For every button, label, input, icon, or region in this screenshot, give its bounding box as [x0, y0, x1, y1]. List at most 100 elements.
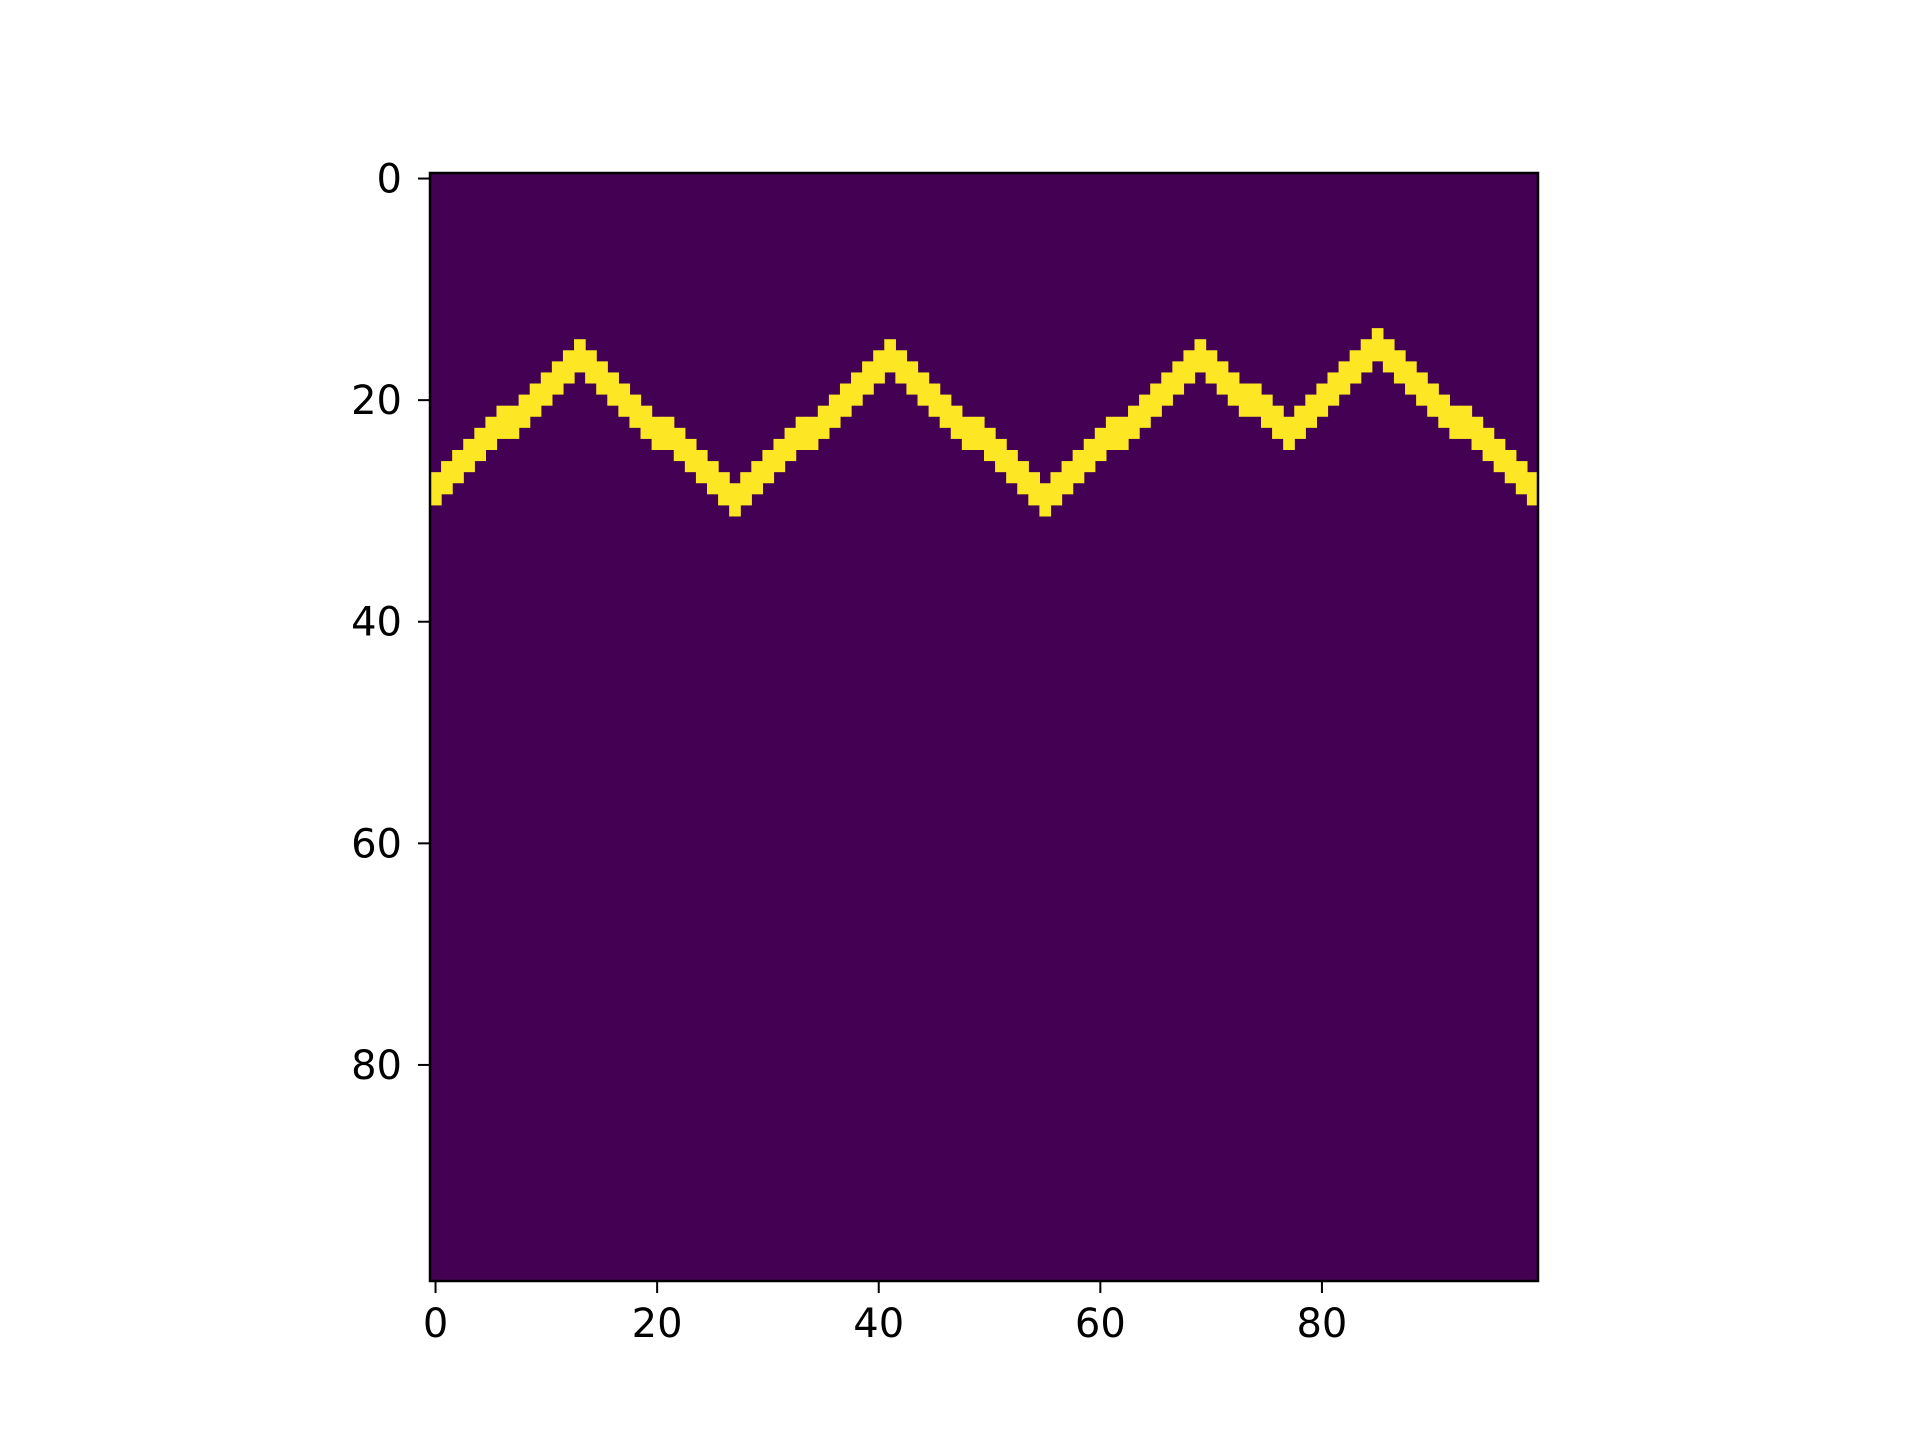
heatmap-cell-col-59	[1083, 438, 1096, 473]
heatmap-cell-col-8	[518, 394, 531, 428]
heatmap-cell-col-66	[1161, 372, 1173, 406]
heatmap-cell-col-1	[441, 461, 453, 495]
heatmap-cell-col-21	[662, 416, 675, 450]
heatmap-cell-col-4	[474, 427, 486, 462]
heatmap-cell-col-75	[1261, 394, 1273, 428]
heatmap-cell-col-23	[684, 438, 697, 473]
heatmap-cell-col-52	[1006, 450, 1018, 484]
heatmap-cell-col-65	[1150, 383, 1162, 417]
heatmap-cell-col-83	[1349, 350, 1362, 384]
heatmap-cell-col-5	[485, 416, 498, 450]
heatmap-cell-col-79	[1305, 394, 1317, 428]
heatmap-cell-col-45	[928, 383, 941, 417]
x-axis: 0 20 40 60 80	[423, 1281, 1347, 1347]
heatmap-cell-col-22	[673, 427, 686, 462]
heatmap-cell-col-47	[950, 405, 963, 439]
heatmap-cell-col-69	[1194, 339, 1207, 373]
heatmap-cell-col-95	[1482, 427, 1495, 462]
heatmap-cell-col-37	[839, 383, 852, 417]
heatmap-cell-col-76	[1272, 405, 1284, 439]
heatmap-cell-col-60	[1094, 427, 1107, 462]
heatmap-cell-col-16	[607, 372, 619, 406]
heatmap-cell-col-13	[574, 339, 586, 373]
heatmap-cell-col-57	[1061, 461, 1074, 495]
heatmap-cell-col-31	[773, 438, 786, 473]
heatmap-cell-col-97	[1504, 450, 1517, 484]
heatmap-cell-col-62	[1116, 416, 1129, 450]
heatmap-cell-col-61	[1105, 416, 1118, 450]
heatmap-cell-col-42	[895, 350, 908, 384]
heatmap-cell-col-94	[1471, 416, 1484, 450]
heatmap-cell-col-19	[640, 405, 653, 439]
heatmap-cell-col-56	[1050, 472, 1063, 506]
heatmap-cell-col-28	[740, 472, 752, 506]
heatmap-cell-col-87	[1393, 350, 1406, 384]
heatmap-cell-col-99	[1526, 472, 1539, 506]
axes-frame	[428, 171, 1540, 1283]
heatmap-cell-col-17	[618, 383, 631, 417]
heatmap-cell-col-77	[1283, 416, 1295, 450]
heatmap-cell-col-51	[995, 438, 1007, 473]
heatmap-cell-col-33	[795, 416, 808, 450]
heatmap-cell-col-88	[1405, 361, 1417, 395]
heatmap-cell-col-64	[1139, 394, 1151, 428]
heatmap-cell-col-93	[1460, 405, 1473, 439]
heatmap-cell-col-29	[751, 461, 763, 495]
x-tick-label: 80	[1296, 1301, 1347, 1347]
heatmap-cell-col-6	[496, 405, 509, 439]
heatmap-cell-col-53	[1017, 461, 1029, 495]
heatmap-cell-col-24	[695, 450, 708, 484]
heatmap-cell-col-40	[873, 350, 885, 384]
heatmap-cell-col-55	[1039, 483, 1052, 517]
heatmap-cell-col-30	[762, 450, 775, 484]
heatmap-cell-col-50	[984, 427, 996, 462]
heatmap-cell-col-89	[1416, 372, 1428, 406]
heatmap-cell-col-2	[452, 450, 464, 484]
heatmap-cell-col-44	[917, 372, 930, 406]
heatmap-cell-col-91	[1438, 394, 1450, 428]
heatmap-cell-col-20	[651, 416, 664, 450]
heatmap-cell-col-72	[1227, 372, 1240, 406]
heatmap-cell-col-54	[1028, 472, 1040, 506]
heatmap-cell-col-98	[1515, 461, 1528, 495]
y-tick-label: 0	[377, 157, 402, 203]
heatmap-cell-col-3	[463, 438, 475, 473]
heatmap-cell-col-68	[1183, 350, 1196, 384]
heatmap-cell-col-46	[939, 394, 952, 428]
x-tick-label: 40	[853, 1301, 904, 1347]
heatmap-cell-col-15	[596, 361, 608, 395]
heatmap-cells	[430, 328, 1539, 517]
heatmap-cell-col-41	[884, 339, 896, 373]
heatmap-cell-col-82	[1338, 361, 1351, 395]
heatmap-cell-col-73	[1238, 383, 1251, 417]
heatmap-cell-col-43	[906, 361, 919, 395]
heatmap-cell-col-32	[784, 427, 797, 462]
heatmap-cell-col-48	[961, 416, 974, 450]
y-tick-label: 40	[351, 600, 402, 646]
heatmap-cell-col-38	[851, 372, 863, 406]
x-tick-label: 0	[423, 1301, 448, 1347]
heatmap-cell-col-81	[1327, 372, 1340, 406]
heatmap-cell-col-25	[707, 461, 719, 495]
heatmap-cell-col-85	[1371, 328, 1384, 362]
heatmap-cell-col-71	[1216, 361, 1229, 395]
heatmap-cell-col-12	[562, 350, 575, 384]
y-axis: 0 20 40 60 80	[351, 157, 430, 1089]
heatmap-cell-col-9	[529, 383, 542, 417]
y-tick-label: 60	[351, 821, 402, 867]
heatmap-cell-col-74	[1249, 383, 1262, 417]
heatmap-cell-col-26	[718, 472, 730, 506]
heatmap-cell-col-10	[540, 372, 553, 406]
heatmap-cell-col-36	[828, 394, 841, 428]
x-tick-label: 60	[1075, 1301, 1126, 1347]
heatmap-cell-col-7	[507, 405, 520, 439]
heatmap-cell-col-35	[817, 405, 830, 439]
heatmap-cell-col-92	[1449, 405, 1462, 439]
heatmap-cell-col-96	[1493, 438, 1506, 473]
heatmap-cell-col-58	[1072, 450, 1085, 484]
plot-area	[430, 173, 1539, 1281]
heatmap-cell-col-14	[585, 350, 597, 384]
heatmap-cell-col-18	[629, 394, 642, 428]
heatmap-cell-col-39	[862, 361, 874, 395]
